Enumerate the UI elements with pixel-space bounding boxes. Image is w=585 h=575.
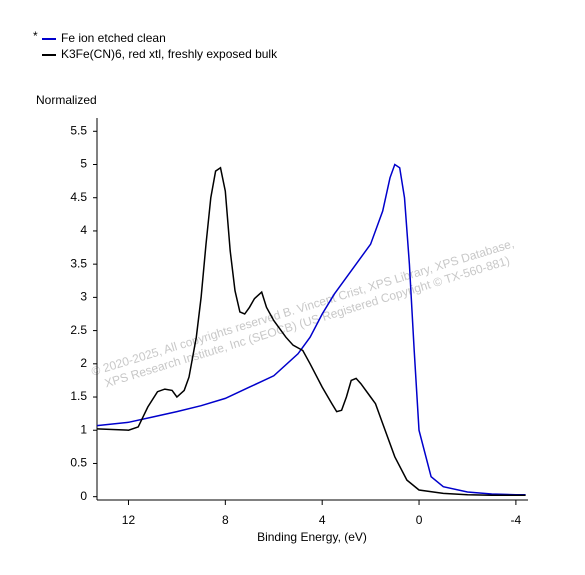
x-tick-label: 12 — [122, 513, 136, 527]
legend-label: K3Fe(CN)6, red xtl, freshly exposed bulk — [61, 47, 278, 61]
data-line — [96, 163, 526, 496]
y-axis-label: Normalized — [36, 93, 97, 107]
x-axis-label: Binding Energy, (eV) — [257, 530, 367, 544]
y-tick-label: 3 — [80, 290, 87, 304]
y-tick-label: 0 — [80, 489, 87, 503]
y-tick-label: 0.5 — [70, 456, 87, 470]
watermark-line: XPS Research Institute, Inc (SEOCB) (US … — [103, 253, 511, 390]
watermark-line: © 2020-2025, All copyrights reserved B. … — [90, 236, 516, 378]
x-tick-label: 8 — [222, 513, 229, 527]
y-tick-label: 4 — [80, 223, 87, 237]
x-tick-label: 4 — [319, 513, 326, 527]
y-tick-label: 2.5 — [70, 323, 87, 337]
legend-label: Fe ion etched clean — [61, 31, 166, 45]
y-tick-label: 5 — [80, 157, 87, 171]
y-tick-label: 5.5 — [70, 123, 87, 137]
y-tick-label: 4.5 — [70, 190, 87, 204]
y-tick-label: 1.5 — [70, 389, 87, 403]
x-tick-label: -4 — [511, 513, 522, 527]
y-tick-label: 1 — [80, 422, 87, 436]
legend-marker: * — [33, 29, 38, 43]
x-tick-label: 0 — [416, 513, 423, 527]
y-tick-label: 2 — [80, 356, 87, 370]
data-line — [96, 166, 526, 497]
watermark: © 2020-2025, All copyrights reserved B. … — [90, 236, 516, 390]
y-tick-label: 3.5 — [70, 256, 87, 270]
